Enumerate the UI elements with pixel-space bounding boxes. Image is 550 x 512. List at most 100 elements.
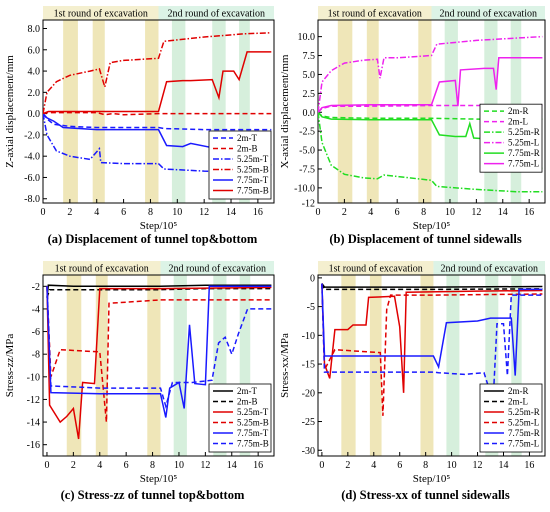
y-tick-label: -15 [302,360,315,371]
x-tick-label: 10 [172,207,182,218]
y-tick-label: -2.5 [299,127,315,138]
legend-entry-5-25m-r: 5.25m-R [508,407,540,417]
excavation-band [444,20,458,203]
x-tick-label: 16 [524,460,534,471]
x-tick-label: 6 [397,460,402,471]
series-line-5-25m-b [46,286,272,423]
x-tick-label: 14 [226,207,236,218]
excavation-band [66,275,82,456]
legend-entry-5-25m-b: 5.25m-B [237,418,269,428]
excavation-band [341,275,356,456]
x-tick-label: 8 [150,460,155,471]
y-tick-label: -12 [302,199,315,210]
y-tick-label: 5.0 [303,70,316,81]
x-tick-label: 12 [199,207,209,218]
y-tick-label: -30 [302,446,315,457]
legend-entry-5-25m-l: 5.25m-L [508,418,539,428]
legend-entry-5-25m-t: 5.25m-T [237,154,269,164]
series-line-2m-t [43,113,272,131]
legend-entry-5-25m-t: 5.25m-T [237,407,269,417]
series-line-5-25m-r [318,112,543,193]
series-line-7-75m-r [321,283,543,376]
x-tick-label: 16 [253,207,263,218]
round-header-2 [160,261,274,275]
series-line-5-25m-b [43,32,272,114]
excavation-band [239,20,250,203]
y-tick-label: 0.0 [303,108,316,119]
round-label-1: 1st round of excavation [329,264,423,275]
legend-box [208,383,272,453]
series-line-5-25m-t [46,286,272,440]
panel-caption: (b) Displacement of tunnel sidewalls [329,232,522,246]
panel-caption: (d) Stress-xx of tunnel sidewalls [341,488,510,502]
legend-entry-7-75m-b: 7.75m-B [237,439,269,449]
y-tick-label: -25 [302,417,315,428]
legend-entry-7-75m-r: 7.75m-R [508,428,540,438]
series-group [46,284,272,440]
x-axis-label: Step/10⁵ [413,473,451,485]
legend-entry-2m-t: 2m-T [237,386,257,396]
y-axis-label: Stress-zz/MPa [4,334,16,398]
x-tick-label: 4 [371,460,376,471]
series-line-2m-l [321,283,543,291]
legend-entry-2m-b: 2m-B [237,397,258,407]
y-tick-label: -8.0 [24,194,40,205]
legend-entry-2m-r: 2m-R [508,106,529,116]
y-tick-label: -14 [27,418,40,429]
legend-entry-5-25m-b: 5.25m-B [237,165,269,175]
x-tick-label: 0 [44,460,49,471]
round-label-1: 1st round of excavation [55,264,149,275]
y-tick-label: 7.5 [303,51,316,62]
legend-entry-5-25m-l: 5.25m-L [508,138,539,148]
panel-caption: (c) Stress-zz of tunnel top&bottom [61,488,245,502]
y-tick-label: -5 [307,302,315,313]
legend-box [479,383,543,453]
x-tick-label: 0 [41,207,46,218]
legend-entry-7-75m-t: 7.75m-T [237,175,269,185]
panel-caption: (a) Displacement of tunnel top&bottom [48,232,258,246]
y-axis-label: X-axial displacement/mm [279,54,291,168]
x-tick-label: 10 [174,460,184,471]
series-line-7-75m-l [318,57,543,113]
y-tick-label: -6.0 [24,173,40,184]
y-tick-label: -16 [27,440,40,451]
x-tick-label: 14 [498,460,508,471]
x-tick-label: 8 [423,460,428,471]
legend-entry-2m-t: 2m-T [237,133,257,143]
y-tick-label: 2.0 [28,88,41,99]
series-line-2m-l [318,104,543,113]
y-tick-label: -4 [32,304,40,315]
round-header-2 [433,261,545,275]
excavation-band [337,20,353,203]
legend-entry-2m-b: 2m-B [237,144,258,154]
excavation-band [173,275,187,456]
excavation-band [171,20,186,203]
round-header-1 [318,261,434,275]
panel-d: 1st round of excavation 2nd round of exca… [279,261,546,502]
series-line-2m-t [46,284,272,298]
y-tick-label: 0 [310,273,315,284]
x-tick-label: 10 [445,207,455,218]
round-label-2: 2nd round of excavation [168,264,265,275]
y-tick-label: -7.5 [299,164,315,175]
y-tick-label: -10.0 [294,183,315,194]
x-tick-label: 2 [71,460,76,471]
x-tick-label: 0 [316,207,321,218]
x-tick-label: 2 [345,460,350,471]
y-tick-label: 4.0 [28,67,41,78]
y-tick-label: 0.0 [28,109,41,120]
x-tick-label: 14 [227,460,237,471]
excavation-band [418,20,432,203]
y-tick-label: 10.0 [298,32,316,43]
x-axis-label: Step/10⁵ [140,473,178,485]
plot-frame [317,274,546,457]
y-tick-label: -6 [32,327,40,338]
legend-entry-7-75m-t: 7.75m-T [237,428,269,438]
excavation-band [420,275,434,456]
legend-entry-7-75m-l: 7.75m-L [508,439,539,449]
y-tick-label: 8.0 [28,24,41,35]
legend-box [208,130,272,200]
legend-entry-2m-r: 2m-R [508,386,529,396]
